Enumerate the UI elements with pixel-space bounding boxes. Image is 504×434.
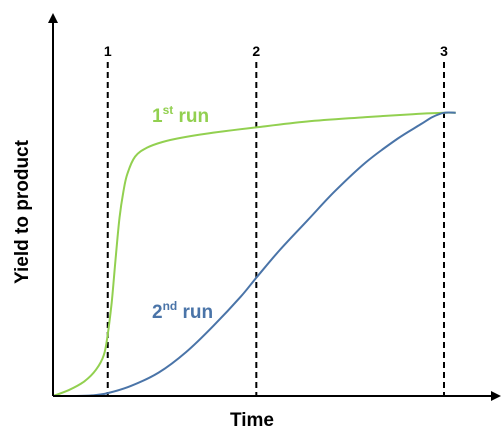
series-lines	[52, 111, 456, 398]
x-axis-title: Time	[230, 410, 274, 431]
series-label-1: 1st run	[152, 103, 209, 127]
series-label-2: 2nd run	[152, 299, 213, 323]
marker-labels: 1 2 3	[104, 43, 448, 59]
y-axis-title: Yield to product	[12, 139, 33, 284]
series-line-2	[52, 111, 456, 398]
marker-label-1: 1	[104, 43, 112, 59]
series-line-1	[52, 111, 456, 397]
marker-label-2: 2	[252, 43, 260, 59]
marker-lines	[106, 62, 445, 396]
marker-label-3: 3	[440, 43, 448, 59]
series-labels: 1st run 2nd run	[152, 103, 213, 323]
